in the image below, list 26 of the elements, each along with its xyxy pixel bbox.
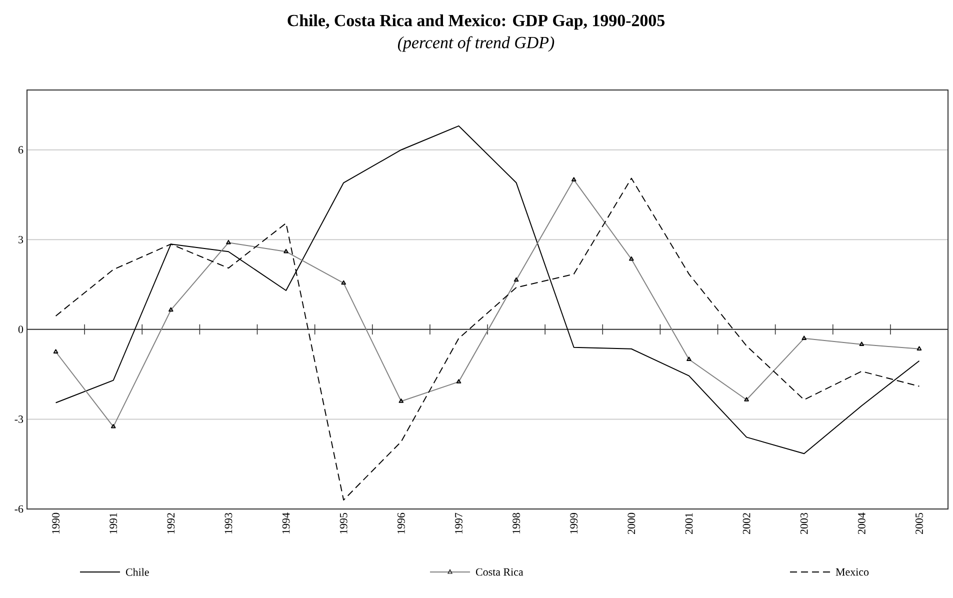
y-tick-label: -3: [14, 416, 24, 423]
x-tick-label: 1999: [570, 512, 578, 534]
x-tick-label: 1993: [224, 512, 232, 534]
x-tick-label: 1991: [110, 513, 118, 534]
y-tick-label: 0: [18, 326, 24, 334]
x-tick-label: 1998: [512, 512, 520, 534]
x-tick-label: 2004: [858, 512, 866, 534]
x-tick-label: 2003: [800, 512, 808, 534]
x-tick-label: 2001: [685, 513, 693, 534]
x-tick-label: 2005: [916, 512, 923, 534]
legend-label: Chile: [126, 568, 149, 576]
chart-title: Chile, Costa Rica and Mexico: GDP Gap, 1990-2005: [288, 14, 664, 30]
y-tick-label: 3: [18, 236, 24, 244]
legend-label: Costa Rica: [476, 568, 524, 576]
x-tick-label: 1990: [52, 512, 60, 534]
x-tick-label: 1994: [282, 512, 290, 534]
y-tick-label: 6: [18, 146, 24, 154]
x-tick-label: 1995: [340, 512, 348, 534]
x-tick-label: 2002: [742, 513, 750, 534]
legend-label: Mexico: [836, 568, 869, 576]
x-tick-label: 1992: [167, 513, 175, 534]
x-tick-label: 1997: [455, 512, 462, 534]
x-tick-label: 1996: [397, 512, 405, 534]
y-tick-label: -6: [14, 505, 24, 513]
x-tick-label: 2000: [628, 512, 636, 534]
chart-subtitle: (percent of trend GDP): [398, 36, 554, 52]
